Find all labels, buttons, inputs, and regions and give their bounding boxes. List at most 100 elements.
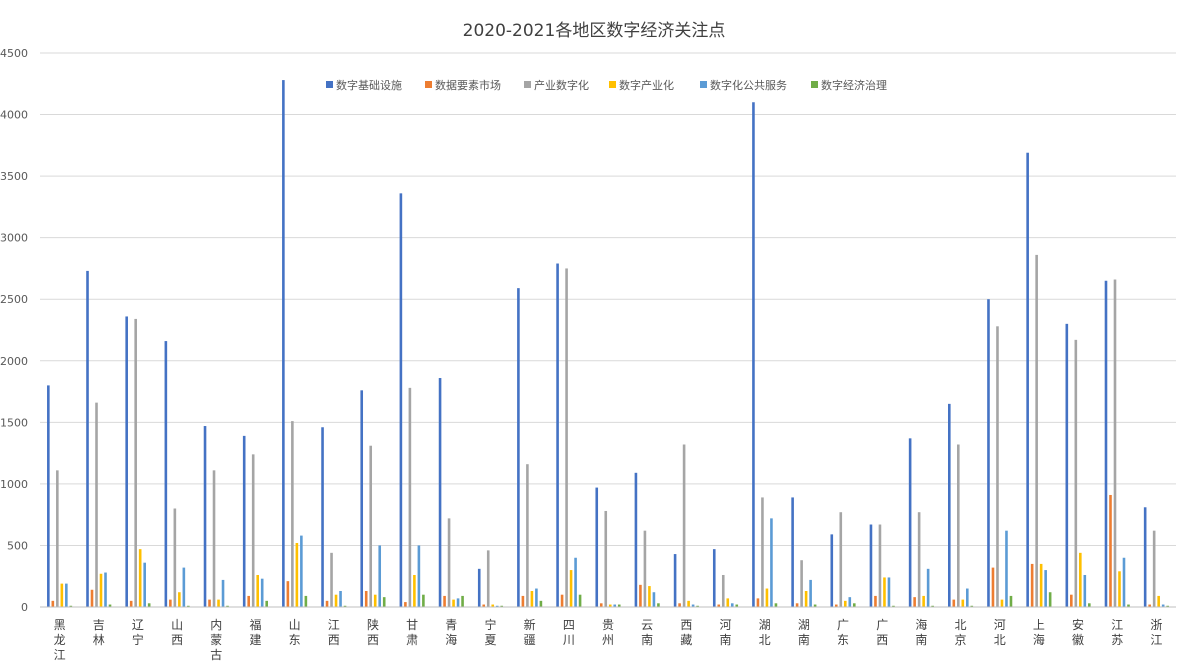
x-tick-label: 四川 (563, 618, 575, 647)
bar (360, 390, 364, 607)
bar (1044, 570, 1047, 607)
y-tick-label: 2000 (0, 355, 28, 368)
bar (721, 574, 725, 607)
bar (834, 604, 838, 607)
bar (364, 590, 368, 607)
bar (90, 589, 94, 607)
bar (500, 605, 504, 607)
bar (491, 604, 495, 607)
bar (169, 599, 172, 607)
bar (1026, 152, 1029, 607)
bar (1122, 557, 1126, 607)
bar (291, 421, 294, 607)
x-tick-label: 江西 (328, 618, 340, 647)
bar (47, 385, 50, 607)
x-tick-label: 北京 (955, 618, 967, 647)
bar (477, 568, 481, 607)
x-tick-label: 上海 (1033, 618, 1045, 647)
x-tick-label: 吉林 (93, 618, 105, 647)
bar (795, 603, 799, 607)
bar (56, 470, 59, 607)
bar (556, 263, 559, 607)
bar (908, 438, 912, 607)
x-tick-label: 宁夏 (484, 617, 496, 647)
bar (712, 549, 716, 607)
bar (682, 444, 686, 607)
bar (730, 603, 734, 607)
bar (569, 570, 573, 607)
bar (256, 574, 259, 607)
bar (404, 602, 407, 607)
y-axis: 0 500 1000 1500 2000 2500 3000 3500 4000 4500 (0, 47, 28, 614)
x-tick-label: 黑龙江 (54, 618, 66, 662)
bar (182, 567, 186, 607)
bar (530, 590, 534, 607)
bar (378, 545, 382, 607)
bar (413, 574, 416, 607)
y-tick-label: 1500 (0, 416, 28, 429)
bar (86, 270, 89, 607)
legend-swatch (524, 81, 531, 88)
bar (917, 512, 921, 607)
bar (526, 464, 529, 607)
bar (125, 316, 128, 607)
bar (282, 80, 285, 607)
bar (535, 588, 538, 607)
bar (438, 378, 442, 607)
legend-label: 数字基础设施 (336, 78, 402, 92)
x-tick-label: 湖北 (759, 617, 771, 647)
bar (991, 567, 995, 607)
legend-label: 数字产业化 (619, 78, 674, 92)
bar (565, 268, 568, 607)
bar (883, 577, 886, 607)
bar (187, 605, 190, 607)
bar (966, 588, 969, 607)
bar (226, 605, 229, 607)
bar (134, 318, 137, 607)
bar (770, 518, 773, 607)
bar (1039, 563, 1043, 607)
bar (913, 597, 916, 607)
bar (65, 583, 68, 607)
bar (1113, 279, 1117, 607)
bar (560, 594, 564, 607)
bar (1048, 592, 1052, 607)
bar (852, 603, 856, 607)
legend-label: 数字化公共服务 (710, 78, 787, 92)
bar (874, 595, 877, 607)
x-tick-label: 甘肃 (406, 618, 418, 647)
bar (657, 603, 660, 607)
bars (47, 80, 1169, 607)
bar (809, 579, 812, 607)
legend-label: 数据要素市场 (435, 78, 501, 92)
bar (138, 549, 142, 607)
bar (339, 590, 342, 607)
bar (1035, 254, 1038, 607)
bar (599, 603, 603, 607)
bar (957, 444, 960, 607)
y-tick-label: 1000 (0, 478, 28, 491)
bar (1009, 595, 1013, 607)
x-tick-label: 海南 (915, 617, 927, 647)
bar (334, 594, 338, 607)
bar (1109, 494, 1112, 607)
x-tick-label: 河北 (994, 618, 1006, 647)
bar (108, 604, 112, 607)
bar (321, 427, 324, 607)
y-tick-label: 3000 (0, 232, 28, 245)
bar (408, 387, 412, 607)
bar (286, 581, 290, 607)
bar (212, 470, 216, 607)
legend-label: 数字经济治理 (821, 78, 887, 92)
y-tick-label: 4000 (0, 109, 28, 122)
bar (678, 603, 681, 607)
legend-swatch (811, 81, 818, 88)
bar (373, 594, 377, 607)
bar (1079, 552, 1082, 607)
bar (574, 557, 577, 607)
bar (869, 524, 873, 607)
bar (51, 600, 55, 607)
bar (251, 454, 255, 607)
x-tick-label: 贵州 (602, 618, 614, 647)
bar (839, 512, 843, 607)
